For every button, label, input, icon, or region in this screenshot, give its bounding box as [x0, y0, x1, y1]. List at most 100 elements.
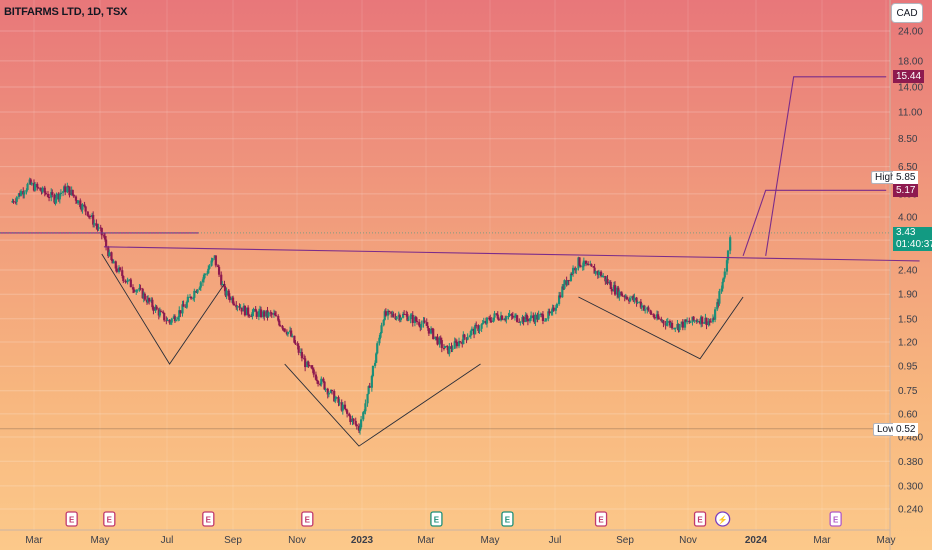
candle-body	[202, 274, 206, 280]
candle-body	[625, 296, 628, 300]
candle-body	[525, 314, 528, 319]
candle-body	[722, 277, 725, 282]
event-label: ⚡	[718, 515, 728, 525]
y-tick-label: 1.50	[898, 314, 918, 325]
candle-body	[692, 316, 695, 321]
candle-body	[294, 342, 297, 345]
candle-body	[711, 318, 715, 322]
candle-body	[552, 307, 555, 311]
candle-body	[43, 187, 46, 193]
candle-body	[23, 192, 26, 195]
candle-body	[110, 252, 113, 261]
candle-body	[201, 279, 205, 283]
candle-body	[220, 274, 223, 285]
candle-body	[380, 325, 383, 334]
candle-body	[636, 302, 639, 304]
candle-body	[296, 344, 299, 346]
candle-body	[338, 402, 341, 404]
candle-body	[223, 284, 226, 288]
candle-body	[378, 337, 381, 344]
earnings-event-marker	[594, 511, 608, 527]
x-tick-label: Jul	[161, 535, 174, 546]
candle-body	[526, 318, 529, 322]
candle-body	[442, 347, 446, 349]
candle-body	[143, 293, 146, 300]
current-price-tag: 3.43 01:40:37	[893, 227, 932, 251]
candle-body	[255, 311, 258, 317]
candle-body	[597, 271, 601, 275]
candle-body	[602, 275, 605, 277]
candle-body	[275, 315, 278, 317]
candle-body	[649, 310, 652, 314]
candle-body	[61, 191, 65, 193]
candle-body	[510, 313, 513, 316]
candle-body	[623, 295, 626, 298]
candle-body	[575, 268, 578, 271]
candle-body	[571, 267, 575, 274]
candle-body	[726, 250, 730, 261]
candle-body	[263, 311, 266, 317]
candle-body	[653, 317, 656, 319]
candle-body	[569, 273, 573, 281]
candle-body	[12, 201, 15, 203]
currency-button[interactable]: CAD	[891, 3, 923, 23]
candle-body	[718, 291, 721, 304]
candle-body	[349, 415, 352, 423]
candle-body	[537, 314, 540, 320]
candle-body	[425, 322, 428, 326]
candle-body	[545, 318, 548, 321]
candle-body	[403, 313, 406, 315]
candle-body	[392, 313, 395, 317]
x-tick-label: Mar	[417, 535, 435, 546]
y-tick-label: 11.00	[898, 107, 923, 118]
candle-body	[55, 193, 58, 200]
candle-body	[170, 318, 173, 323]
candle-body	[582, 260, 585, 267]
candle-body	[451, 348, 454, 350]
candle-body	[283, 328, 286, 332]
candle-body	[530, 315, 533, 319]
candle-body	[335, 397, 338, 399]
candle-body	[621, 295, 624, 297]
candle-body	[68, 186, 71, 196]
candle-body	[620, 291, 623, 296]
candle-body	[343, 404, 347, 409]
candle-body	[427, 328, 430, 334]
candle-body	[83, 204, 86, 207]
candle-body	[633, 297, 636, 301]
projection-line-2	[765, 76, 887, 256]
candle-body	[590, 264, 593, 267]
candle-body	[650, 313, 653, 315]
y-tick-label: 0.240	[898, 505, 923, 516]
candle-body	[312, 369, 315, 375]
candle-body	[247, 307, 250, 315]
candle-body	[729, 237, 732, 251]
candle-body	[406, 314, 409, 321]
second-target-tag: 5.17	[893, 184, 919, 197]
candle-body	[355, 424, 358, 427]
candle-body	[228, 296, 231, 301]
candle-body	[198, 287, 201, 290]
candle-body	[446, 345, 449, 347]
candle-body	[639, 301, 642, 308]
candle-body	[629, 298, 632, 302]
candle-body	[308, 365, 311, 367]
candle-body	[286, 331, 290, 335]
candle-body	[185, 302, 188, 308]
candle-body	[238, 306, 241, 308]
candle-body	[504, 319, 507, 321]
candle-body	[696, 321, 699, 323]
candle-body	[548, 311, 551, 314]
candle-body	[179, 310, 182, 314]
candle-body	[458, 341, 462, 343]
candle-body	[500, 315, 504, 320]
x-tick-label: May	[91, 535, 110, 546]
candle-body	[642, 305, 646, 311]
x-tick-label: Mar	[25, 535, 43, 546]
candle-body	[346, 410, 349, 414]
candle-body	[647, 307, 650, 311]
candle-body	[165, 320, 168, 322]
candle-body	[304, 358, 307, 368]
